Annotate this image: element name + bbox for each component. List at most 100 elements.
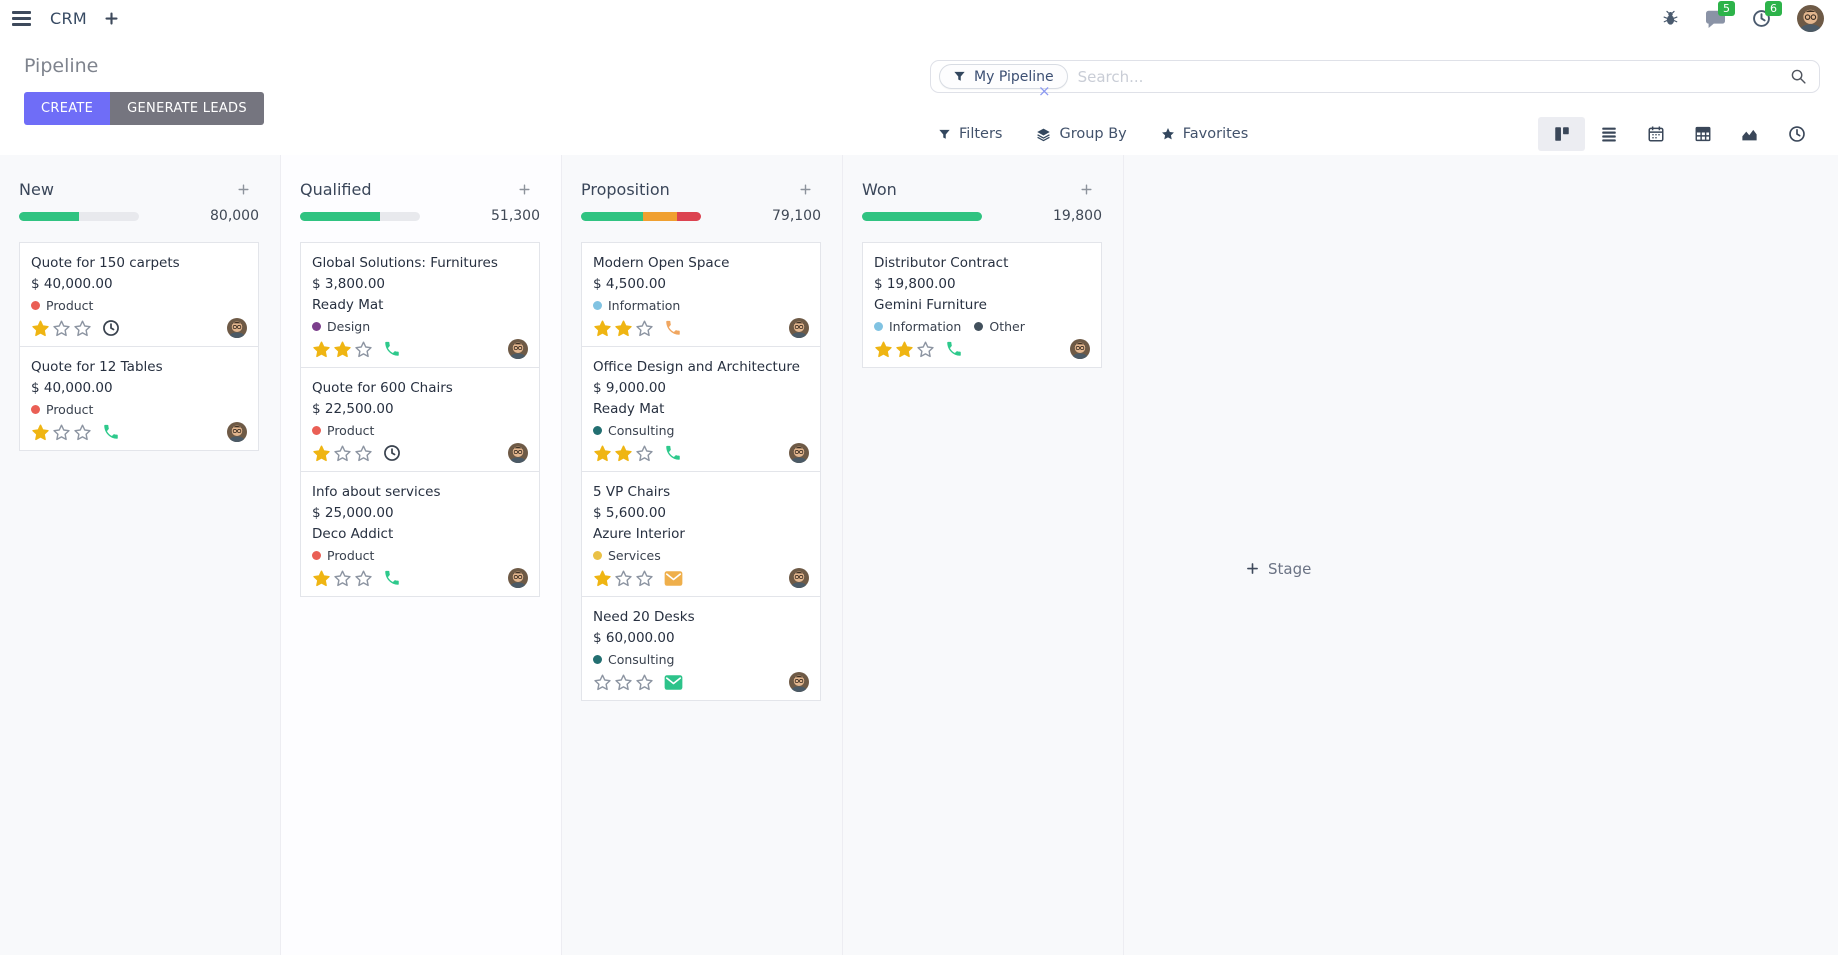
star-empty-icon[interactable] [635, 444, 654, 463]
envelope-activity-icon[interactable] [654, 570, 683, 587]
star-empty-icon[interactable] [614, 569, 633, 588]
progress-segment[interactable] [676, 211, 701, 221]
star-empty-icon[interactable] [354, 444, 373, 463]
bug-icon[interactable] [1662, 10, 1679, 27]
quick-add-icon[interactable] [799, 183, 821, 196]
favorites-menu[interactable]: Favorites [1144, 126, 1266, 142]
kanban-card[interactable]: Need 20 Desks $ 60,000.00 Consulting [581, 596, 821, 701]
card-tag: Information [593, 298, 680, 313]
card-tag: Other [974, 319, 1025, 334]
pivot-view-button[interactable] [1679, 117, 1726, 151]
filters-menu[interactable]: Filters [930, 126, 1019, 142]
phone-activity-icon[interactable] [654, 319, 682, 337]
calendar-view-button[interactable] [1632, 117, 1679, 151]
kanban-card[interactable]: Distributor Contract $ 19,800.00 Gemini Fu… [862, 242, 1102, 368]
quick-add-icon[interactable] [1080, 183, 1102, 196]
star-filled-icon[interactable] [312, 340, 331, 359]
column-progressbar[interactable] [862, 211, 982, 221]
create-button[interactable]: CREATE [24, 92, 111, 125]
clock-activity-icon[interactable] [92, 319, 120, 337]
star-filled-icon[interactable] [31, 423, 50, 442]
new-tab-plus-icon[interactable] [104, 11, 119, 26]
activity-view-button[interactable] [1773, 117, 1820, 151]
list-view-button[interactable] [1585, 117, 1632, 151]
kanban-card[interactable]: Modern Open Space $ 4,500.00 Information [581, 242, 821, 347]
column-progressbar[interactable] [19, 211, 139, 221]
phone-activity-icon[interactable] [92, 423, 120, 441]
star-empty-icon[interactable] [635, 673, 654, 692]
tag-color-dot [312, 322, 321, 331]
star-empty-icon[interactable] [354, 340, 373, 359]
app-name[interactable]: CRM [50, 9, 87, 28]
activities-badge: 6 [1765, 1, 1782, 16]
kanban-card[interactable]: Quote for 600 Chairs $ 22,500.00 Product [300, 367, 540, 472]
apps-menu-icon[interactable] [10, 9, 33, 28]
progress-segment[interactable] [19, 211, 79, 221]
clock-activity-icon[interactable] [373, 444, 401, 462]
tag-label: Consulting [608, 652, 675, 667]
graph-view-button[interactable] [1726, 117, 1773, 151]
facet-remove-icon[interactable]: × [1038, 82, 1051, 100]
generate-leads-button[interactable]: GENERATE LEADS [110, 92, 264, 125]
search-input[interactable]: My Pipeline × Search... [930, 60, 1820, 100]
phone-activity-icon[interactable] [654, 444, 682, 462]
progress-segment[interactable] [643, 211, 677, 221]
progress-segment[interactable] [862, 211, 982, 221]
phone-activity-icon[interactable] [373, 569, 401, 587]
quick-add-icon[interactable] [518, 183, 540, 196]
card-tag: Consulting [593, 423, 674, 438]
card-amount: $ 25,000.00 [312, 505, 394, 521]
star-filled-icon[interactable] [874, 340, 893, 359]
activities-clock-icon[interactable]: 6 [1752, 1, 1782, 28]
star-empty-icon[interactable] [333, 444, 352, 463]
star-empty-icon[interactable] [354, 569, 373, 588]
star-empty-icon[interactable] [73, 319, 92, 338]
kanban-card[interactable]: Info about services $ 25,000.00 Deco Addic… [300, 471, 540, 597]
messages-badge: 5 [1718, 1, 1735, 16]
kanban-view-icon [1554, 127, 1569, 141]
card-tag: Product [31, 402, 93, 417]
star-filled-icon[interactable] [312, 569, 331, 588]
column-progressbar[interactable] [581, 211, 701, 221]
envelope-activity-icon[interactable] [654, 674, 683, 691]
star-filled-icon[interactable] [593, 319, 612, 338]
star-filled-icon[interactable] [895, 340, 914, 359]
star-filled-icon[interactable] [593, 569, 612, 588]
star-filled-icon[interactable] [614, 444, 633, 463]
star-empty-icon[interactable] [333, 569, 352, 588]
user-avatar[interactable] [1797, 5, 1824, 32]
star-filled-icon[interactable] [333, 340, 352, 359]
progress-segment[interactable] [581, 211, 644, 221]
kanban-card[interactable]: Global Solutions: Furnitures $ 3,800.00 Re… [300, 242, 540, 368]
quick-add-icon[interactable] [237, 183, 259, 196]
add-stage-button[interactable]: Stage [1246, 182, 1311, 955]
star-empty-icon[interactable] [593, 673, 612, 692]
kanban-card[interactable]: 5 VP Chairs $ 5,600.00 Azure Interior Servi… [581, 471, 821, 597]
star-empty-icon[interactable] [916, 340, 935, 359]
priority-stars [312, 569, 373, 588]
kanban-card[interactable]: Quote for 150 carpets $ 40,000.00 Product [19, 242, 259, 347]
group-by-menu[interactable]: Group By [1019, 126, 1143, 142]
tag-label: Product [327, 548, 375, 563]
star-filled-icon[interactable] [614, 319, 633, 338]
kanban-card[interactable]: Quote for 12 Tables $ 40,000.00 Product [19, 346, 259, 451]
tag-label: Product [46, 298, 94, 313]
search-facet-my-pipeline[interactable]: My Pipeline × [939, 64, 1068, 100]
star-empty-icon[interactable] [635, 569, 654, 588]
star-empty-icon[interactable] [635, 319, 654, 338]
star-filled-icon[interactable] [312, 444, 331, 463]
kanban-card[interactable]: Office Design and Architecture $ 9,000.00… [581, 346, 821, 472]
kanban-view-button[interactable] [1538, 117, 1585, 151]
phone-activity-icon[interactable] [935, 340, 963, 358]
star-empty-icon[interactable] [614, 673, 633, 692]
star-empty-icon[interactable] [52, 423, 71, 442]
star-empty-icon[interactable] [73, 423, 92, 442]
search-icon[interactable] [1790, 68, 1807, 85]
progress-segment[interactable] [300, 211, 381, 221]
messages-icon[interactable]: 5 [1705, 1, 1735, 28]
star-filled-icon[interactable] [31, 319, 50, 338]
phone-activity-icon[interactable] [373, 340, 401, 358]
star-filled-icon[interactable] [593, 444, 612, 463]
column-progressbar[interactable] [300, 211, 420, 221]
star-empty-icon[interactable] [52, 319, 71, 338]
